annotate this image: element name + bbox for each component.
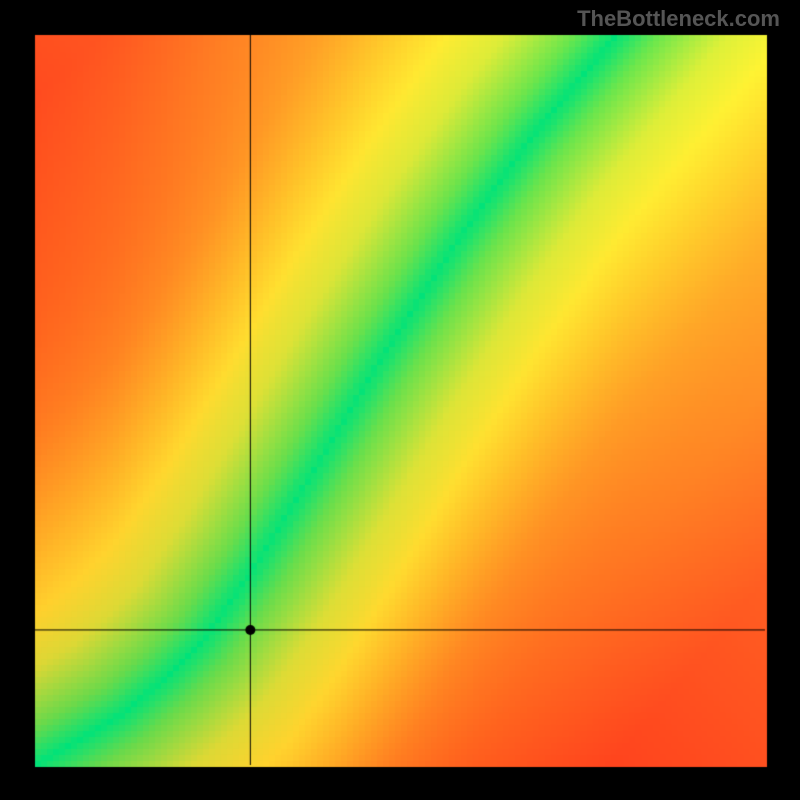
heatmap-canvas <box>0 0 800 800</box>
watermark-text: TheBottleneck.com <box>577 6 780 32</box>
chart-container: TheBottleneck.com <box>0 0 800 800</box>
